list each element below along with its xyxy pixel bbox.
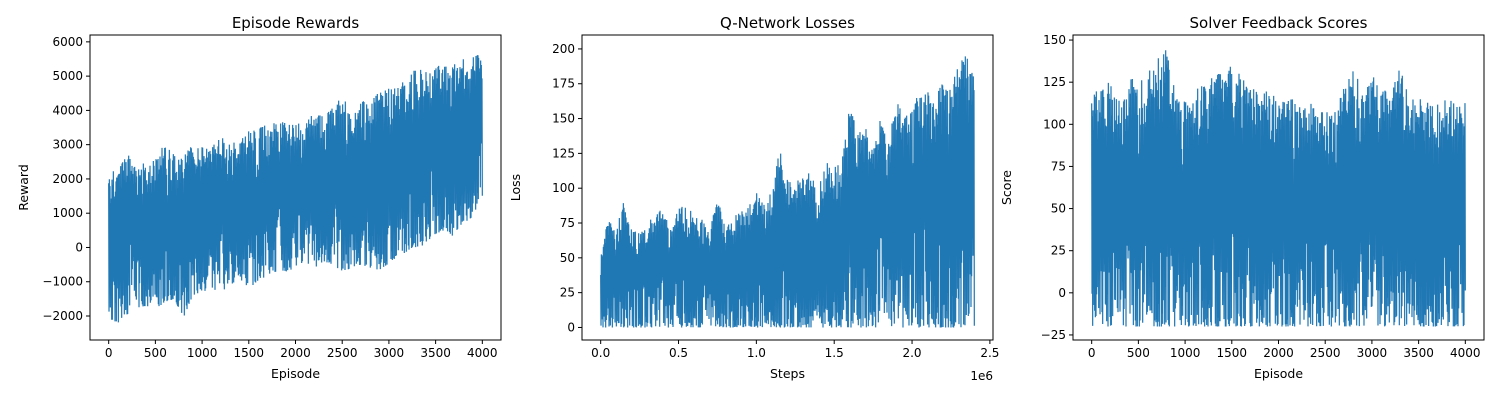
q-network-losses-ytick-label: 175 [552,77,575,91]
solver-feedback-scores-xtick-label: 2000 [1263,346,1294,360]
solver-feedback-scores-xtick-label: 0 [1088,346,1096,360]
solver-feedback-scores-ytick-label: −25 [1041,328,1066,342]
episode-rewards-series-line-0 [108,55,483,323]
episode-rewards-xtick-label: 3500 [420,346,451,360]
q-network-losses-panel: 0.0 0.5 1.0 1.5 2.0 2.5 0 25 50 75 100 125 150 175 200… [508,14,999,383]
solver-feedback-scores-ytick-label: 75 [1051,159,1066,173]
solver-feedback-scores-xtick-label: 500 [1127,346,1150,360]
q-network-losses-ytick-label: 75 [560,216,575,230]
episode-rewards-ylabel: Reward [16,164,31,211]
episode-rewards-ytick-label: 1000 [52,206,83,220]
episode-rewards-ytick-label: 3000 [52,138,83,152]
episode-rewards-title: Episode Rewards [232,14,360,32]
q-network-losses-series-line-0 [600,56,975,328]
q-network-losses-ytick-label: 125 [552,146,575,160]
solver-feedback-scores-series-line-0 [1091,50,1466,327]
q-network-losses-ylabel: Loss [508,174,523,201]
solver-feedback-scores-panel: 0 500 1000 1500 2000 2500 3000 3500 4000 −25 0 25 50… [999,14,1485,381]
episode-rewards-xtick-label: 4000 [467,346,498,360]
solver-feedback-scores-xtick-label: 2500 [1310,346,1341,360]
solver-feedback-scores-ytick-label: 0 [1058,286,1066,300]
q-network-losses-ytick-label: 50 [560,251,575,265]
q-network-losses-xtick-label: 2.0 [902,346,921,360]
solver-feedback-scores-ytick-label: 25 [1051,244,1066,258]
episode-rewards-xtick-label: 1000 [187,346,218,360]
q-network-losses-ytick-label: 25 [560,286,575,300]
q-network-losses-xtick-label: 1.0 [747,346,766,360]
q-network-losses-ytick-label: 150 [552,112,575,126]
episode-rewards-panel: 0 500 1000 1500 2000 2500 3000 3500 4000 −2000 −10… [16,14,502,381]
q-network-losses-plot-frame [581,34,994,341]
episode-rewards-ytick-label: 6000 [52,35,83,49]
solver-feedback-scores-ytick-label: 125 [1043,75,1066,89]
solver-feedback-scores-ytick-label: 50 [1051,202,1066,216]
episode-rewards-ytick-label: −1000 [42,275,83,289]
episode-rewards-xtick-label: 2500 [327,346,358,360]
episode-rewards-ytick-label: 0 [75,240,83,254]
episode-rewards-ytick-label: 5000 [52,69,83,83]
solver-feedback-scores-xtick-label: 1500 [1217,346,1248,360]
solver-feedback-scores-ytick-label: 150 [1043,33,1066,47]
episode-rewards-ytick-label: −2000 [42,309,83,323]
q-network-losses-x-offset-label: 1e6 [970,369,993,383]
episode-rewards-xlabel: Episode [271,366,320,381]
episode-rewards-xtick-label: 500 [144,346,167,360]
solver-feedback-scores-ytick-label: 100 [1043,117,1066,131]
q-network-losses-xtick-label: 1.5 [825,346,844,360]
solver-feedback-scores-xtick-label: 4000 [1450,346,1481,360]
q-network-losses-ytick-label: 0 [567,320,575,334]
q-network-losses-xtick-label: 0.5 [669,346,688,360]
solver-feedback-scores-xtick-label: 3000 [1357,346,1388,360]
q-network-losses-xtick-label: 2.5 [980,346,999,360]
q-network-losses-ytick-label: 200 [552,42,575,56]
solver-feedback-scores-xtick-label: 3500 [1403,346,1434,360]
episode-rewards-xtick-label: 0 [105,346,113,360]
q-network-losses-xlabel: Steps [770,366,805,381]
episode-rewards-xtick-label: 2000 [280,346,311,360]
solver-feedback-scores-xtick-label: 1000 [1170,346,1201,360]
episode-rewards-ytick-label: 2000 [52,172,83,186]
q-network-losses-title: Q-Network Losses [720,14,855,32]
episode-rewards-ytick-label: 4000 [52,103,83,117]
q-network-losses-xtick-label: 0.0 [591,346,610,360]
episode-rewards-xtick-label: 1500 [234,346,265,360]
solver-feedback-scores-xlabel: Episode [1254,366,1303,381]
episode-rewards-xtick-label: 3000 [374,346,405,360]
solver-feedback-scores-ylabel: Score [999,170,1014,205]
solver-feedback-scores-title: Solver Feedback Scores [1190,14,1368,32]
q-network-losses-ytick-label: 100 [552,181,575,195]
